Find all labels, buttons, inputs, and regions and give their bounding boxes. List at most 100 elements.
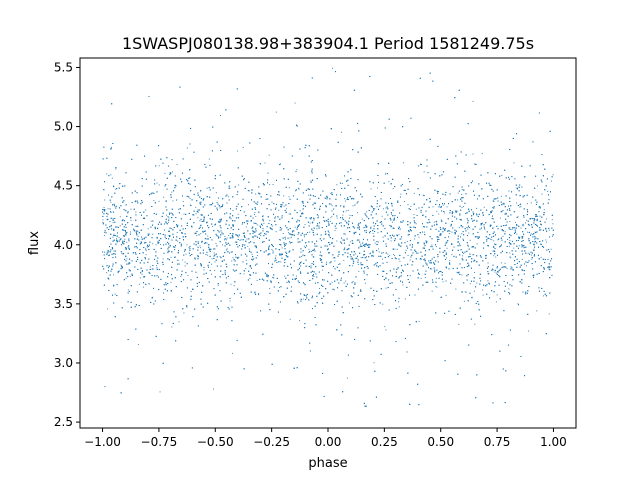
data-point [334, 229, 336, 231]
data-point [291, 236, 293, 238]
data-point [217, 230, 219, 232]
data-point [214, 261, 216, 263]
data-point [215, 243, 217, 245]
data-point [243, 273, 245, 275]
data-point [462, 255, 464, 257]
data-point [178, 321, 180, 323]
data-point [176, 231, 178, 233]
data-point [500, 195, 502, 197]
data-point [155, 244, 157, 246]
data-point [358, 227, 360, 229]
data-point [248, 204, 250, 206]
data-point [285, 245, 287, 247]
data-point [521, 258, 523, 260]
data-point [130, 219, 132, 221]
data-point [505, 212, 507, 214]
data-point [233, 285, 235, 287]
data-point [135, 231, 137, 233]
data-point [142, 286, 144, 288]
data-point [231, 260, 233, 262]
data-point [164, 172, 166, 174]
data-point [229, 300, 231, 302]
data-point [285, 208, 287, 210]
data-point [147, 233, 149, 235]
data-point [245, 220, 247, 222]
data-point [461, 233, 463, 235]
data-point [238, 256, 240, 258]
data-point [461, 193, 463, 195]
data-point [508, 245, 510, 247]
data-point [129, 276, 131, 278]
data-point [186, 244, 188, 246]
data-point [239, 240, 241, 242]
data-point [405, 249, 407, 251]
data-point [219, 256, 221, 258]
data-point [126, 241, 128, 243]
data-point [502, 235, 504, 237]
data-point [345, 200, 347, 202]
data-point [122, 240, 124, 242]
data-point [300, 261, 302, 263]
data-point [254, 212, 256, 213]
data-point [518, 245, 520, 247]
data-point [171, 191, 173, 193]
data-point [232, 257, 234, 259]
data-point [301, 255, 303, 257]
data-point [257, 255, 259, 257]
data-point [172, 200, 174, 202]
data-point [319, 207, 321, 209]
data-point [230, 251, 232, 253]
data-point [552, 235, 554, 237]
data-point [423, 231, 425, 233]
data-point [536, 310, 538, 312]
data-point [442, 281, 444, 283]
data-point [111, 224, 113, 226]
data-point [349, 241, 351, 243]
data-point [341, 131, 343, 133]
data-point [532, 233, 534, 235]
data-point [316, 228, 318, 230]
data-point [394, 248, 396, 250]
data-point [210, 273, 212, 275]
data-point [376, 219, 378, 221]
data-point [354, 257, 356, 259]
data-point [509, 221, 511, 223]
data-point [338, 263, 340, 265]
data-point [158, 165, 160, 167]
data-point [118, 237, 120, 239]
data-point [433, 261, 435, 263]
data-point [331, 215, 333, 217]
data-point [246, 220, 248, 222]
data-point [199, 245, 201, 247]
data-point [260, 234, 262, 236]
data-point [135, 211, 137, 213]
data-point [509, 227, 511, 229]
data-point [261, 225, 263, 227]
data-point [377, 232, 379, 234]
data-point [255, 193, 257, 195]
data-point [516, 233, 518, 235]
data-point [245, 268, 247, 270]
data-point [438, 213, 440, 215]
data-point [465, 291, 467, 293]
data-point [481, 153, 483, 155]
data-point [495, 301, 497, 303]
data-point [511, 228, 513, 230]
data-point [309, 231, 311, 233]
data-point [527, 330, 529, 332]
data-point [203, 269, 205, 271]
data-point [385, 287, 387, 289]
data-point [504, 262, 506, 264]
data-point [263, 222, 265, 224]
data-point [309, 222, 311, 224]
data-point [483, 206, 485, 208]
data-point [145, 254, 147, 256]
data-point [299, 320, 301, 322]
data-point [145, 250, 147, 252]
data-point [137, 343, 139, 345]
data-point [214, 248, 216, 250]
data-point [433, 221, 435, 223]
data-point [399, 260, 401, 262]
data-point [517, 303, 519, 305]
data-point [295, 275, 297, 277]
